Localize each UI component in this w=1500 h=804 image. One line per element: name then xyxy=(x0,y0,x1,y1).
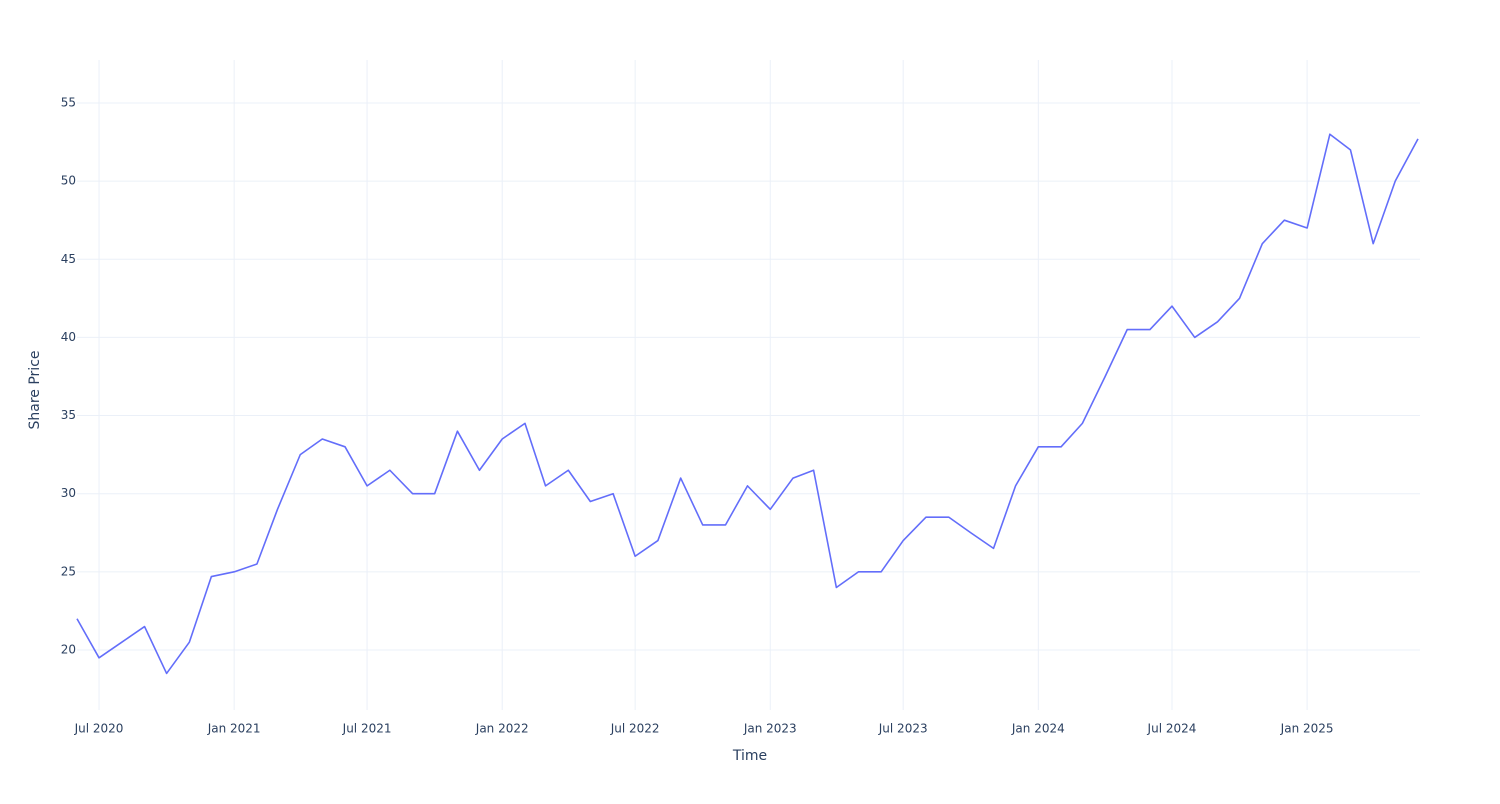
y-tick-label: 55 xyxy=(61,95,76,109)
x-tick-label: Jan 2025 xyxy=(1280,722,1334,736)
y-tick-label: 25 xyxy=(61,564,76,578)
x-tick-label: Jan 2022 xyxy=(475,722,529,736)
y-tick-label: 45 xyxy=(61,252,76,266)
x-tick-label: Jul 2022 xyxy=(610,722,660,736)
x-tick-label: Jan 2021 xyxy=(207,722,261,736)
x-tick-label: Jul 2020 xyxy=(74,722,124,736)
x-tick-label: Jul 2021 xyxy=(342,722,392,736)
x-tick-label: Jan 2023 xyxy=(743,722,797,736)
y-tick-label: 35 xyxy=(61,408,76,422)
y-tick-label: 20 xyxy=(61,642,76,656)
price-line xyxy=(76,133,1419,675)
y-axis-title: Share Price xyxy=(27,350,43,429)
y-tick-label: 50 xyxy=(61,174,76,188)
y-tick-label: 40 xyxy=(61,330,76,344)
x-axis-title: Time xyxy=(732,748,767,764)
y-tick-label: 30 xyxy=(61,486,76,500)
x-tick-label: Jul 2024 xyxy=(1147,722,1197,736)
x-tick-label: Jan 2024 xyxy=(1011,722,1065,736)
x-tick-label: Jul 2023 xyxy=(878,722,928,736)
